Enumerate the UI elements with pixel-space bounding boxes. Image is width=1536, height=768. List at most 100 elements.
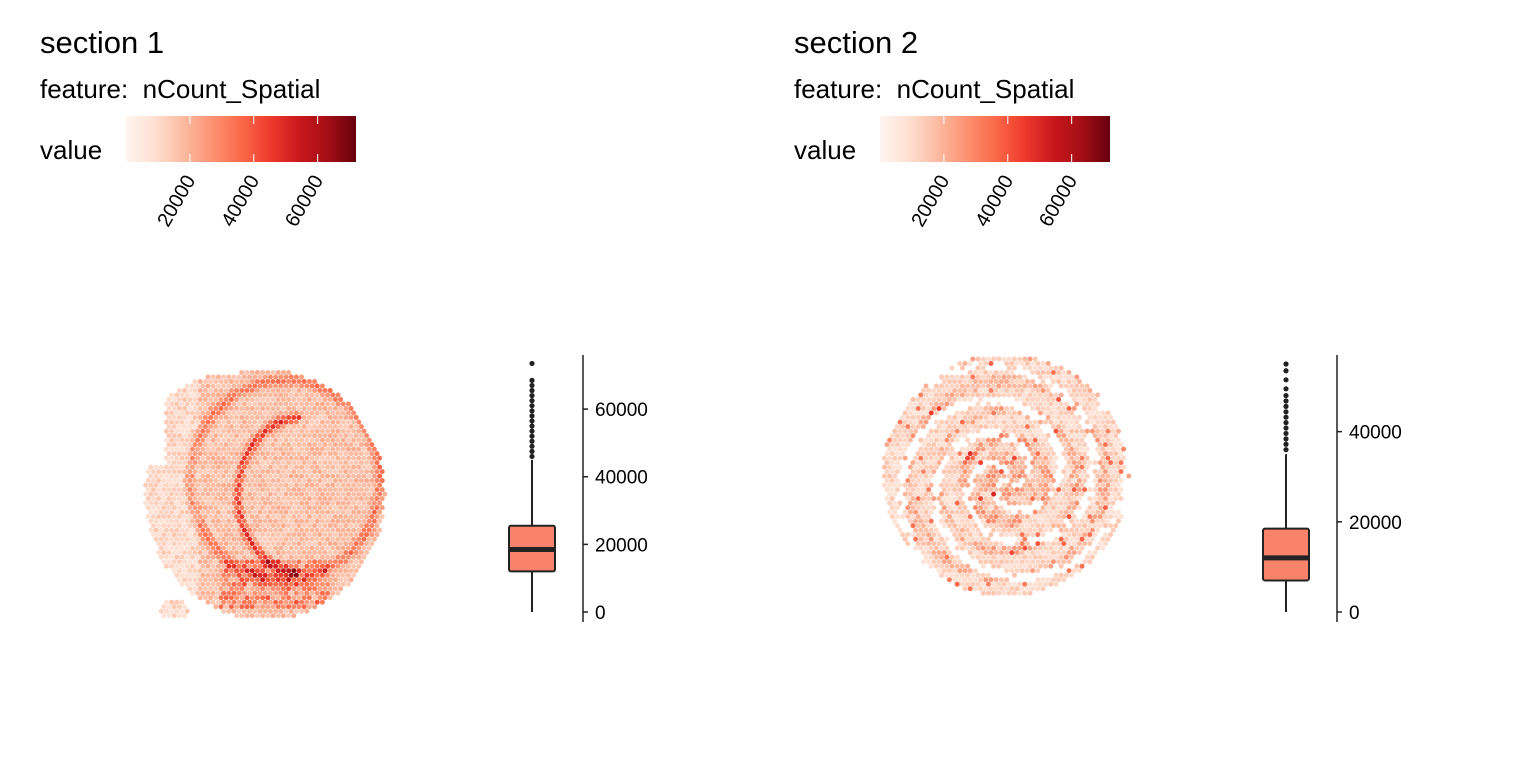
spot bbox=[228, 523, 234, 529]
spot bbox=[1089, 527, 1095, 533]
spot bbox=[1048, 518, 1054, 524]
spot bbox=[215, 581, 221, 587]
spot bbox=[1032, 482, 1038, 488]
spot bbox=[1040, 388, 1046, 393]
spot bbox=[335, 437, 341, 443]
spot bbox=[184, 491, 190, 497]
spot bbox=[335, 581, 341, 587]
spot bbox=[184, 527, 190, 533]
spot bbox=[148, 464, 154, 470]
spot bbox=[197, 388, 203, 393]
spot bbox=[218, 595, 224, 601]
spot bbox=[928, 563, 934, 569]
spot bbox=[317, 559, 323, 565]
spot bbox=[1045, 388, 1051, 393]
spot bbox=[1071, 433, 1077, 439]
spot bbox=[176, 442, 182, 448]
spot bbox=[192, 379, 198, 384]
spot bbox=[371, 464, 377, 470]
spot bbox=[1058, 572, 1064, 578]
spot bbox=[1102, 442, 1108, 448]
spot bbox=[148, 482, 154, 488]
spot bbox=[278, 446, 284, 452]
spot bbox=[949, 554, 955, 560]
spot bbox=[1030, 406, 1036, 411]
spot bbox=[304, 545, 310, 551]
spot bbox=[189, 464, 195, 470]
spot bbox=[262, 410, 268, 416]
spot bbox=[288, 572, 294, 578]
spot bbox=[169, 554, 175, 560]
spot bbox=[348, 478, 354, 484]
spot bbox=[1084, 527, 1090, 533]
spot bbox=[267, 536, 273, 542]
spot bbox=[988, 388, 994, 393]
spot bbox=[371, 473, 377, 479]
spot bbox=[926, 550, 932, 556]
spot bbox=[247, 599, 253, 605]
spot bbox=[959, 563, 965, 569]
spot bbox=[228, 532, 234, 538]
spot bbox=[1071, 379, 1077, 384]
spot bbox=[210, 401, 216, 407]
spot bbox=[361, 509, 367, 515]
spot bbox=[340, 428, 346, 434]
spot bbox=[283, 590, 289, 596]
spot bbox=[293, 437, 299, 443]
spot bbox=[998, 532, 1004, 538]
spot bbox=[913, 410, 919, 416]
spot bbox=[325, 437, 331, 443]
spot bbox=[1058, 509, 1064, 515]
spot bbox=[312, 541, 318, 547]
spot bbox=[304, 482, 310, 488]
spot bbox=[241, 509, 247, 515]
spot bbox=[926, 514, 932, 520]
spot bbox=[218, 442, 224, 448]
spot bbox=[1024, 532, 1030, 538]
spot bbox=[1006, 383, 1012, 389]
spot bbox=[257, 554, 263, 560]
spot bbox=[296, 604, 302, 610]
spot bbox=[280, 586, 286, 592]
spot bbox=[1037, 518, 1043, 524]
spot bbox=[200, 473, 206, 479]
spot bbox=[179, 491, 185, 497]
spot bbox=[265, 424, 271, 430]
spot bbox=[913, 491, 919, 497]
spot bbox=[275, 496, 281, 502]
spot bbox=[1014, 550, 1020, 556]
spot bbox=[299, 419, 305, 425]
spot bbox=[306, 469, 312, 475]
spot bbox=[1043, 401, 1049, 407]
spot bbox=[254, 460, 260, 466]
spot bbox=[1014, 586, 1020, 592]
spot bbox=[317, 442, 323, 448]
spot bbox=[949, 572, 955, 578]
spot bbox=[309, 419, 315, 425]
spot bbox=[221, 563, 227, 569]
spot bbox=[892, 473, 898, 479]
spot bbox=[949, 419, 955, 425]
spot bbox=[262, 590, 268, 596]
spot bbox=[928, 437, 934, 443]
spot bbox=[957, 496, 963, 502]
spot bbox=[366, 464, 372, 470]
spot bbox=[884, 460, 890, 466]
spot bbox=[202, 433, 208, 439]
spot bbox=[296, 487, 302, 493]
spot bbox=[1024, 496, 1030, 502]
spot bbox=[267, 437, 273, 443]
spot bbox=[317, 523, 323, 529]
spot bbox=[312, 577, 318, 583]
spot bbox=[1048, 419, 1054, 425]
spot bbox=[345, 401, 351, 407]
spot bbox=[1027, 383, 1033, 389]
spot bbox=[166, 613, 172, 619]
spot bbox=[226, 392, 232, 398]
spot bbox=[286, 541, 292, 547]
spot bbox=[270, 586, 276, 592]
spot bbox=[1058, 374, 1064, 380]
spot bbox=[1061, 559, 1067, 565]
spot bbox=[972, 487, 978, 493]
spot bbox=[319, 410, 325, 416]
